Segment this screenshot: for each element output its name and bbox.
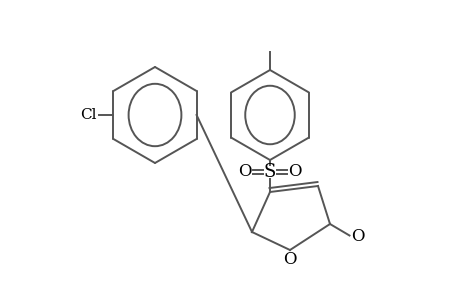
Text: Cl: Cl — [80, 108, 96, 122]
Text: O: O — [288, 164, 301, 181]
Text: O: O — [238, 164, 251, 181]
Text: O: O — [283, 250, 296, 268]
Text: O: O — [350, 228, 364, 245]
Text: S: S — [263, 163, 275, 181]
